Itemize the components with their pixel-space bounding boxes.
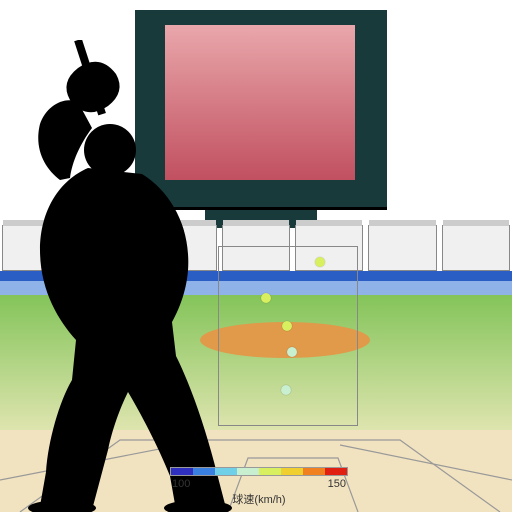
speed-tick-high: 150	[328, 478, 346, 490]
speed-legend: 100 150 球速(km/h)	[170, 467, 348, 507]
speed-tick-low: 100	[172, 478, 190, 490]
speed-axis-label: 球速(km/h)	[170, 491, 348, 507]
pitch-marker	[282, 321, 292, 331]
pitch-marker	[281, 385, 291, 395]
pitch-location-chart: 100 150 球速(km/h)	[0, 0, 512, 512]
pitch-marker	[287, 347, 297, 357]
batter-silhouette	[0, 40, 270, 512]
pitch-marker	[315, 257, 325, 267]
speed-colorbar	[170, 467, 348, 476]
speed-ticks: 100 150	[170, 478, 348, 490]
